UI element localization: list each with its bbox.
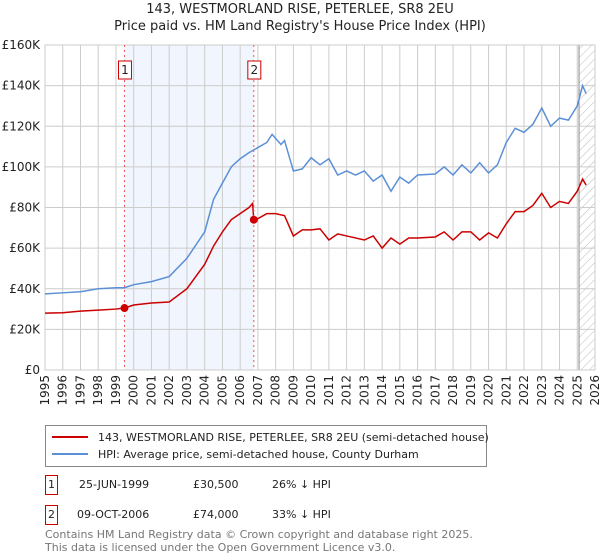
x-tick-label: 2001 (144, 375, 158, 406)
x-tick-label: 2014 (375, 375, 389, 406)
x-tick-label: 2022 (517, 375, 531, 406)
x-tick-label: 2004 (198, 375, 212, 406)
x-tick-label: 2012 (340, 375, 354, 406)
x-tick-label: 2017 (428, 375, 442, 406)
y-tick-label: £120K (2, 119, 42, 133)
legend-swatch-blue (52, 453, 88, 455)
plot-border (44, 44, 596, 371)
sale-marker-badge: 2 (45, 505, 58, 525)
x-tick-label: 2000 (127, 375, 141, 406)
x-tick-label: 2020 (482, 375, 496, 406)
x-tick-label: 2021 (499, 375, 513, 406)
footer: Contains HM Land Registry data © Crown c… (45, 528, 473, 554)
x-tick-label: 2002 (162, 375, 176, 406)
y-tick-label: £40K (9, 282, 41, 296)
sale-row: 2 09-OCT-2006 £74,000 33% ↓ HPI (45, 505, 445, 527)
y-tick-label: £140K (2, 79, 42, 93)
property-price-line (44, 177, 587, 314)
x-tick-label: 2013 (357, 375, 371, 406)
sale-label-box (247, 60, 262, 80)
y-tick-label: £160K (2, 38, 42, 52)
y-tick-label: £0 (25, 363, 40, 377)
sale-label: 1 (121, 63, 129, 77)
x-tick-label: 1997 (73, 375, 87, 406)
sale-row: 1 25-JUN-1999 £30,500 26% ↓ HPI (45, 475, 445, 497)
x-tick-label: 2025 (570, 375, 584, 406)
sale-price: £30,500 (193, 478, 239, 491)
chart-title: 143, WESTMORLAND RISE, PETERLEE, SR8 2EU (146, 2, 454, 17)
footer-copyright: Contains HM Land Registry data © Crown c… (45, 528, 473, 541)
x-tick-label: 1999 (109, 375, 123, 406)
x-tick-label: 1996 (56, 375, 70, 406)
y-tick-label: £60K (9, 241, 41, 255)
x-tick-label: 2009 (286, 375, 300, 406)
x-tick-label: 2015 (393, 375, 407, 406)
y-tick-label: £80K (9, 201, 41, 215)
x-tick-label: 2019 (464, 375, 478, 406)
sale-hpi-diff: 33% ↓ HPI (272, 508, 331, 521)
x-tick-label: 2007 (251, 375, 265, 406)
sale-hpi-diff: 26% ↓ HPI (272, 478, 331, 491)
x-tick-label: 2011 (322, 375, 336, 406)
legend-item-hpi: HPI: Average price, semi-detached house,… (52, 446, 419, 462)
sale-price: £74,000 (193, 508, 239, 521)
x-tick-label: 2003 (180, 375, 194, 406)
sale-point (249, 215, 258, 224)
x-tick-label: 2024 (553, 375, 567, 406)
hpi-line (44, 83, 587, 295)
legend-swatch-red (52, 436, 88, 438)
x-tick-label: 1995 (38, 375, 52, 406)
legend-label: 143, WESTMORLAND RISE, PETERLEE, SR8 2EU… (98, 430, 489, 444)
sale-date: 25-JUN-1999 (79, 478, 150, 491)
x-tick-label: 2005 (215, 375, 229, 406)
x-tick-label: 2023 (535, 375, 549, 406)
x-tick-label: 1998 (91, 375, 105, 406)
legend-label: HPI: Average price, semi-detached house,… (98, 447, 419, 461)
legend: 143, WESTMORLAND RISE, PETERLEE, SR8 2EU… (45, 425, 489, 467)
y-tick-label: £20K (9, 322, 41, 336)
legend-item-property: 143, WESTMORLAND RISE, PETERLEE, SR8 2EU… (52, 429, 489, 445)
sale-marker-badge: 1 (45, 475, 58, 495)
x-tick-label: 2016 (411, 375, 425, 406)
x-tick-label: 2026 (588, 375, 600, 406)
sale-date: 09-OCT-2006 (77, 508, 150, 521)
x-tick-label: 2018 (446, 375, 460, 406)
sale-label: 2 (251, 63, 259, 77)
x-tick-label: 2010 (304, 375, 318, 406)
footer-licence: This data is licensed under the Open Gov… (45, 541, 396, 554)
x-tick-label: 2006 (233, 375, 247, 406)
sale-label-box (117, 60, 132, 80)
y-tick-label: £100K (2, 160, 42, 174)
sale-point (120, 304, 129, 313)
chart-subtitle: Price paid vs. HM Land Registry's House … (114, 19, 486, 34)
x-tick-label: 2008 (269, 375, 283, 406)
